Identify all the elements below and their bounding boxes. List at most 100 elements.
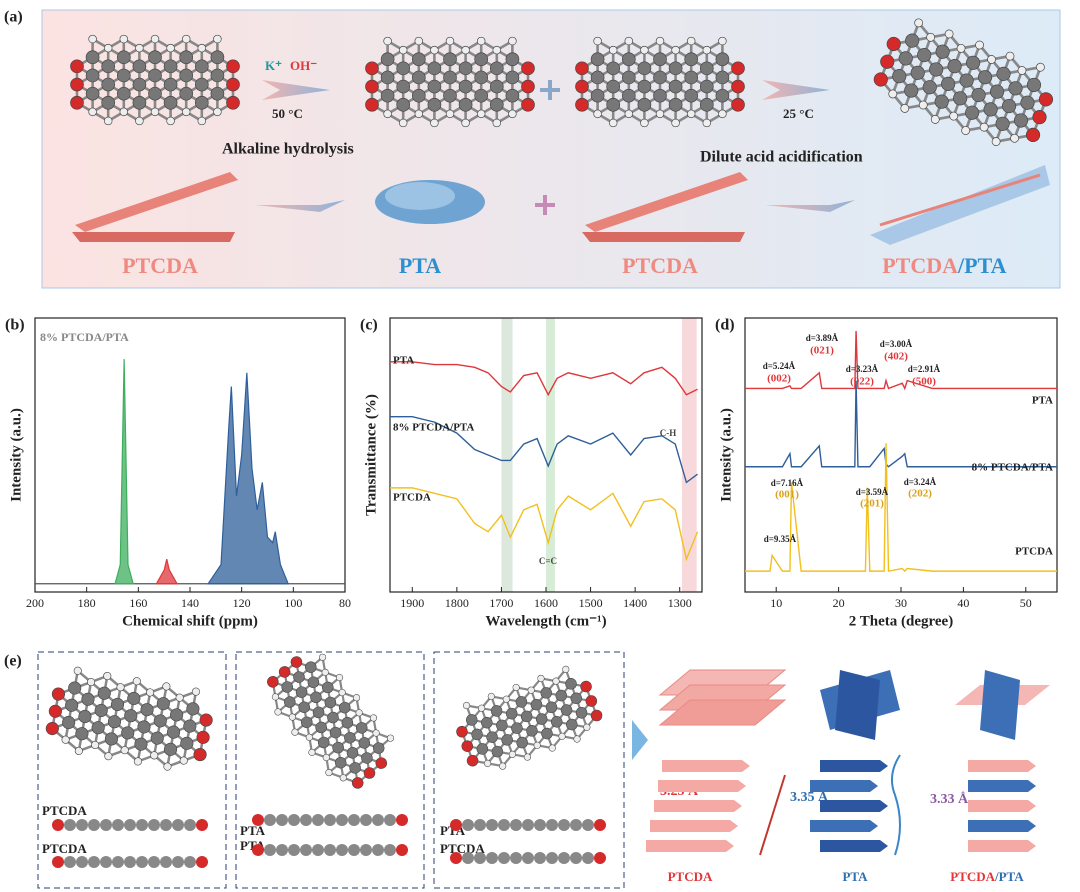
atom bbox=[934, 94, 949, 109]
atom bbox=[100, 819, 112, 831]
atom bbox=[546, 852, 558, 864]
x-tick-label: 50 bbox=[1020, 596, 1032, 610]
atom bbox=[348, 814, 360, 826]
atom bbox=[196, 856, 208, 868]
x-tick-label: 160 bbox=[129, 596, 147, 610]
atom bbox=[73, 666, 82, 675]
atom bbox=[540, 687, 552, 699]
atom bbox=[124, 709, 138, 723]
atom bbox=[179, 68, 194, 83]
spacing: 3.33 Å bbox=[930, 791, 969, 807]
panel-label: (e) bbox=[4, 653, 22, 670]
atom bbox=[947, 59, 962, 74]
atom bbox=[474, 88, 489, 103]
molecule bbox=[575, 36, 745, 128]
layer bbox=[820, 800, 888, 812]
atom bbox=[522, 852, 534, 864]
atom bbox=[349, 762, 361, 774]
atom bbox=[411, 70, 426, 85]
arrow bbox=[762, 80, 830, 100]
layer bbox=[968, 780, 1036, 792]
atom bbox=[637, 97, 652, 112]
atom bbox=[166, 116, 175, 126]
annotation: C=C bbox=[539, 556, 557, 566]
annotation: (002) bbox=[767, 373, 791, 385]
atom bbox=[537, 674, 545, 682]
annotation: d=3.89Å bbox=[806, 333, 839, 343]
atom bbox=[892, 69, 907, 84]
atom bbox=[427, 97, 442, 112]
stack-label: PTA bbox=[842, 869, 868, 884]
atom bbox=[119, 34, 129, 44]
atom bbox=[305, 661, 317, 673]
stack-label: PTCDA bbox=[950, 869, 995, 884]
molecule bbox=[365, 36, 535, 128]
atom bbox=[527, 686, 535, 694]
atom bbox=[516, 736, 528, 749]
atom bbox=[637, 79, 652, 94]
highlight-band bbox=[546, 318, 555, 592]
atom bbox=[501, 734, 513, 746]
atom bbox=[163, 95, 178, 110]
atom bbox=[624, 109, 634, 119]
atom bbox=[101, 59, 116, 74]
atom bbox=[146, 688, 155, 697]
atom bbox=[329, 726, 342, 739]
atom bbox=[414, 36, 424, 46]
series-label: 8% PTCDA/PTA bbox=[972, 462, 1053, 474]
atom bbox=[653, 70, 667, 85]
atom bbox=[308, 748, 316, 756]
annotation: d=9.35Å bbox=[764, 534, 797, 544]
atom bbox=[226, 95, 240, 110]
atom bbox=[107, 715, 122, 729]
atom bbox=[132, 95, 147, 110]
atom bbox=[545, 701, 558, 714]
atom bbox=[85, 50, 100, 65]
atom bbox=[365, 79, 379, 94]
atom bbox=[396, 844, 408, 856]
atom bbox=[702, 118, 712, 128]
atom bbox=[252, 814, 264, 826]
model-box bbox=[37, 651, 227, 889]
layer bbox=[968, 760, 1036, 772]
atom bbox=[380, 88, 395, 103]
atom bbox=[278, 666, 291, 678]
atom bbox=[671, 118, 680, 128]
atom bbox=[88, 34, 97, 44]
side-view bbox=[52, 856, 208, 868]
atom bbox=[1017, 66, 1027, 75]
atom bbox=[873, 72, 888, 87]
atom bbox=[565, 678, 577, 690]
atom bbox=[1001, 98, 1017, 114]
side-view bbox=[52, 819, 208, 831]
atom bbox=[1013, 113, 1029, 128]
atom bbox=[45, 721, 59, 736]
layer bbox=[968, 840, 1036, 852]
atom bbox=[103, 43, 113, 53]
atom bbox=[317, 736, 330, 749]
plus bbox=[535, 195, 555, 215]
temperature: 50 °C bbox=[272, 106, 303, 121]
atom bbox=[487, 692, 495, 701]
atom bbox=[505, 707, 518, 720]
x-tick-label: 1900 bbox=[400, 596, 424, 610]
atom bbox=[88, 107, 97, 117]
atom bbox=[365, 97, 379, 112]
atom bbox=[621, 70, 636, 85]
x-tick-label: 40 bbox=[957, 596, 969, 610]
atom bbox=[548, 744, 556, 752]
atom bbox=[91, 721, 105, 735]
atom bbox=[686, 109, 696, 119]
atom bbox=[991, 137, 1001, 146]
atom bbox=[338, 701, 351, 714]
annotation: (021) bbox=[810, 345, 834, 357]
highlight-band bbox=[501, 318, 513, 592]
atom bbox=[959, 73, 974, 88]
atom bbox=[300, 844, 312, 856]
atom bbox=[184, 856, 196, 868]
annotation: (500) bbox=[912, 376, 936, 388]
atom bbox=[1020, 95, 1035, 110]
atom bbox=[110, 697, 125, 712]
annotation: C-H bbox=[660, 428, 677, 438]
atom bbox=[112, 819, 124, 831]
